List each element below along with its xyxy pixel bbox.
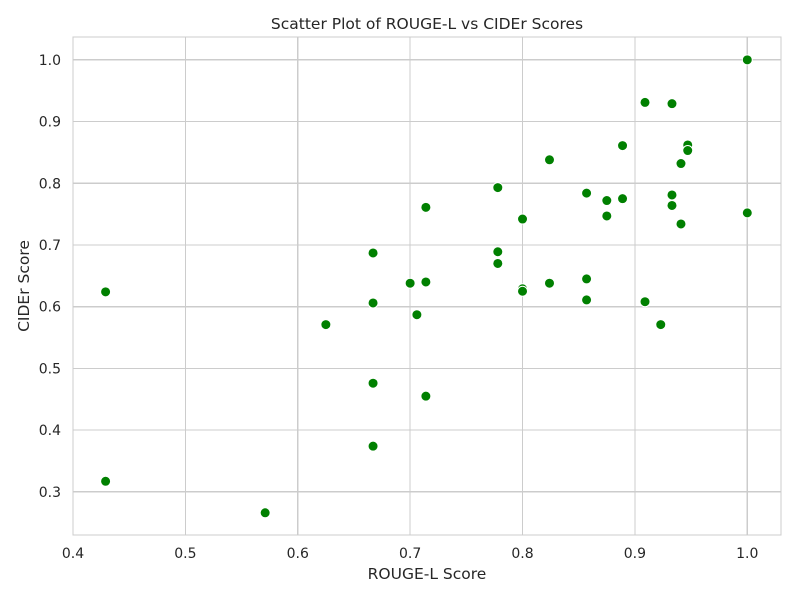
scatter-point [675,158,687,170]
x-axis-label: ROUGE-L Score [368,565,487,583]
scatter-point [517,285,529,297]
scatter-point [367,377,379,389]
y-tick-label: 0.5 [39,361,61,377]
x-tick-label: 0.7 [399,546,421,562]
scatter-point [581,294,593,306]
scatter-point [601,210,613,222]
scatter-point [741,54,753,66]
scatter-point [320,319,332,331]
scatter-point [675,218,687,230]
scatter-point [543,154,555,166]
scatter-point [420,390,432,402]
scatter-point [655,319,667,331]
y-axis-label: CIDEr Score [15,240,33,332]
scatter-point [517,213,529,225]
scatter-point [420,276,432,288]
chart-title: Scatter Plot of ROUGE-L vs CIDEr Scores [271,15,583,33]
x-tick-label: 0.6 [287,546,309,562]
y-tick-label: 0.8 [39,176,61,192]
scatter-point [601,195,613,207]
scatter-point [420,201,432,213]
scatter-point [741,207,753,219]
scatter-point [367,297,379,309]
scatter-point [100,286,112,298]
y-tick-label: 0.9 [39,115,61,131]
scatter-point [259,507,271,519]
scatter-point [404,277,416,289]
scatter-point [666,189,678,201]
scatter-point [411,309,423,321]
scatter-point [666,98,678,110]
scatter-point [492,257,504,269]
scatter-point [617,140,629,152]
scatter-point [367,247,379,259]
scatter-point [100,475,112,487]
data-points [100,54,753,519]
y-tick-label: 0.6 [39,300,61,316]
y-tick-labels: 0.3 0.4 0.5 0.6 0.7 0.8 0.9 1.0 [39,53,61,501]
scatter-point [492,182,504,194]
x-tick-labels: 0.4 0.5 0.6 0.7 0.8 0.9 1.0 [62,546,759,562]
x-tick-label: 0.5 [174,546,196,562]
scatter-point [581,187,593,199]
scatter-point [639,96,651,108]
scatter-point [617,193,629,205]
scatter-point [682,145,694,157]
scatter-point [367,440,379,452]
plot-area-frame [72,36,782,536]
scatter-point [543,277,555,289]
x-tick-label: 0.9 [624,546,646,562]
y-tick-label: 0.7 [39,238,61,254]
y-tick-label: 1.0 [39,53,61,69]
x-tick-label: 0.8 [511,546,533,562]
scatter-point [639,296,651,308]
x-tick-label: 0.4 [62,546,84,562]
scatter-point [492,246,504,258]
scatter-point [666,199,678,211]
y-tick-label: 0.4 [39,423,61,439]
x-tick-label: 1.0 [736,546,758,562]
scatter-point [581,273,593,285]
y-tick-label: 0.3 [39,485,61,501]
